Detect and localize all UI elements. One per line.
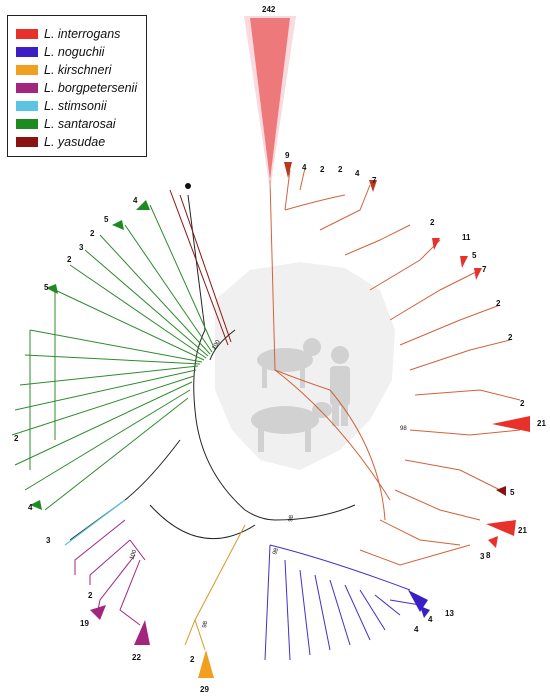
svg-text:9: 9: [285, 151, 290, 160]
svg-text:2: 2: [520, 399, 525, 408]
svg-text:4: 4: [355, 169, 360, 178]
tri-santa-4a: [136, 200, 150, 210]
svg-text:98: 98: [202, 620, 209, 628]
cow-icon: [251, 402, 332, 452]
tri-santa-4b: [30, 500, 42, 510]
tri-9: [284, 162, 292, 178]
legend-item-noguchii: L. noguchii: [16, 44, 104, 60]
svg-text:7: 7: [482, 265, 487, 274]
tri-11: [432, 238, 440, 250]
tri-noguchii-13: [408, 590, 428, 612]
svg-text:4: 4: [428, 615, 433, 624]
interrogans-branches: [269, 167, 521, 566]
bootstrap-labels: 98 100 98 100 98 98: [129, 339, 407, 629]
collapsed-triangles: [30, 16, 530, 678]
legend-swatch: [16, 101, 38, 111]
tri-7b: [474, 268, 482, 280]
legend-item-borgpetersenii: L. borgpetersenii: [16, 80, 137, 96]
clade-labels: 242 9 4 2 2 4 7 2 11 5 7 2 2 2 21 5 21 8…: [14, 5, 546, 694]
svg-text:2: 2: [320, 165, 325, 174]
legend-item-kirschneri: L. kirschneri: [16, 62, 111, 78]
legend-swatch: [16, 47, 38, 57]
svg-text:2: 2: [14, 434, 19, 443]
dog-icon: [257, 338, 321, 388]
legend-item-santarosai: L. santarosai: [16, 116, 116, 132]
legend: L. interrogans L. noguchii L. kirschneri…: [7, 15, 147, 157]
tri-7a: [369, 180, 377, 192]
tri-5a: [460, 256, 468, 268]
tri-21a: [492, 416, 530, 432]
tri-noguchii-4: [420, 606, 430, 618]
svg-text:5: 5: [44, 283, 49, 292]
svg-text:4: 4: [302, 163, 307, 172]
svg-text:2: 2: [508, 333, 513, 342]
label-242: 242: [262, 5, 276, 14]
svg-text:22: 22: [132, 653, 141, 662]
tri-5b: [496, 486, 506, 496]
svg-text:100: 100: [129, 549, 138, 561]
svg-text:2: 2: [67, 255, 72, 264]
svg-text:2: 2: [190, 655, 195, 664]
svg-text:2: 2: [338, 165, 343, 174]
legend-swatch: [16, 119, 38, 129]
interrogans-pink-halo: [244, 16, 296, 190]
legend-item-interrogans: L. interrogans: [16, 26, 120, 42]
svg-text:98: 98: [272, 547, 280, 556]
svg-text:3: 3: [46, 536, 51, 545]
tri-borg-19: [90, 605, 106, 620]
svg-text:3: 3: [480, 552, 485, 561]
legend-swatch: [16, 29, 38, 39]
svg-text:2: 2: [88, 591, 93, 600]
legend-swatch: [16, 137, 38, 147]
legend-swatch: [16, 83, 38, 93]
svg-text:19: 19: [80, 619, 89, 628]
svg-text:4: 4: [28, 503, 33, 512]
svg-text:3: 3: [79, 243, 84, 252]
svg-text:2: 2: [430, 218, 435, 227]
svg-text:7: 7: [372, 176, 377, 185]
svg-text:11: 11: [462, 233, 471, 242]
tri-8: [488, 536, 498, 548]
svg-text:4: 4: [133, 196, 138, 205]
svg-text:5: 5: [104, 215, 109, 224]
svg-text:4: 4: [414, 625, 419, 634]
legend-swatch: [16, 65, 38, 75]
santarosai-branches: [11, 204, 216, 511]
svg-text:13: 13: [445, 609, 454, 618]
svg-text:2: 2: [90, 229, 95, 238]
tri-kirschneri-29: [198, 650, 214, 678]
svg-text:2: 2: [496, 299, 501, 308]
stimsonii-branch: [64, 499, 126, 546]
svg-text:21: 21: [537, 419, 546, 428]
svg-text:21: 21: [518, 526, 527, 535]
kirschneri-branches: [184, 524, 246, 651]
noguchii-branches: [264, 544, 421, 661]
tri-borg-22: [134, 620, 150, 645]
legend-item-yasudae: L. yasudae: [16, 134, 105, 150]
borgpetersenii-branches: [74, 519, 146, 626]
svg-text:98: 98: [288, 514, 295, 522]
tri-santa-5a: [112, 220, 124, 230]
svg-text:100: 100: [212, 339, 223, 351]
tri-21b: [486, 520, 516, 536]
yasudae-branches: [169, 189, 232, 346]
tri-santa-5b: [46, 284, 58, 294]
svg-text:29: 29: [200, 685, 209, 694]
svg-text:5: 5: [510, 488, 515, 497]
legend-item-stimsonii: L. stimsonii: [16, 98, 107, 114]
svg-text:8: 8: [486, 551, 491, 560]
root-node: [185, 183, 191, 189]
svg-text:5: 5: [472, 251, 477, 260]
svg-text:98: 98: [400, 426, 407, 432]
